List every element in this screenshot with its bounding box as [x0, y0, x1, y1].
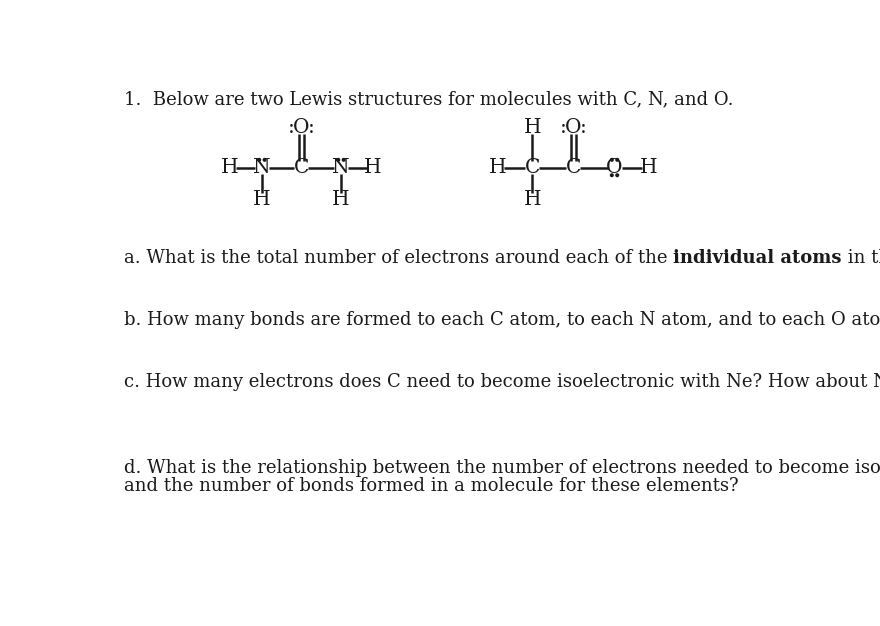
Text: O: O [565, 118, 582, 137]
Circle shape [616, 158, 619, 161]
Text: :: : [308, 118, 315, 137]
Text: a. What is the total number of electrons around each of the: a. What is the total number of electrons… [124, 249, 673, 267]
Circle shape [337, 158, 340, 161]
Text: H: H [364, 158, 382, 177]
Text: d. What is the relationship between the number of electrons needed to become iso: d. What is the relationship between the … [124, 459, 880, 477]
Text: in the molecules?: in the molecules? [841, 249, 880, 267]
Text: O: O [606, 158, 623, 177]
Circle shape [258, 158, 260, 161]
Text: H: H [253, 190, 271, 209]
Text: H: H [488, 158, 506, 177]
Circle shape [611, 158, 613, 161]
Text: C: C [294, 158, 309, 177]
Circle shape [611, 174, 613, 177]
Text: O: O [293, 118, 310, 137]
Text: C: C [524, 158, 540, 177]
Text: b. How many bonds are formed to each C atom, to each N atom, and to each O atom : b. How many bonds are formed to each C a… [124, 311, 880, 329]
Text: :: : [288, 118, 295, 137]
Text: and the number of bonds formed in a molecule for these elements?: and the number of bonds formed in a mole… [124, 476, 738, 495]
Text: individual atoms: individual atoms [673, 249, 841, 267]
Text: H: H [221, 158, 239, 177]
Text: N: N [332, 158, 349, 177]
Text: N: N [253, 158, 271, 177]
Circle shape [263, 158, 266, 161]
Text: c. How many electrons does C need to become isoelectronic with Ne? How about N? : c. How many electrons does C need to bec… [124, 373, 880, 391]
Text: :: : [560, 118, 567, 137]
Text: 1.  Below are two Lewis structures for molecules with C, N, and O.: 1. Below are two Lewis structures for mo… [124, 91, 733, 108]
Text: H: H [524, 118, 541, 137]
Text: H: H [332, 190, 349, 209]
Circle shape [616, 174, 619, 177]
Text: C: C [566, 158, 581, 177]
Circle shape [342, 158, 345, 161]
Text: :: : [580, 118, 587, 137]
Text: H: H [640, 158, 657, 177]
Text: H: H [524, 190, 541, 209]
